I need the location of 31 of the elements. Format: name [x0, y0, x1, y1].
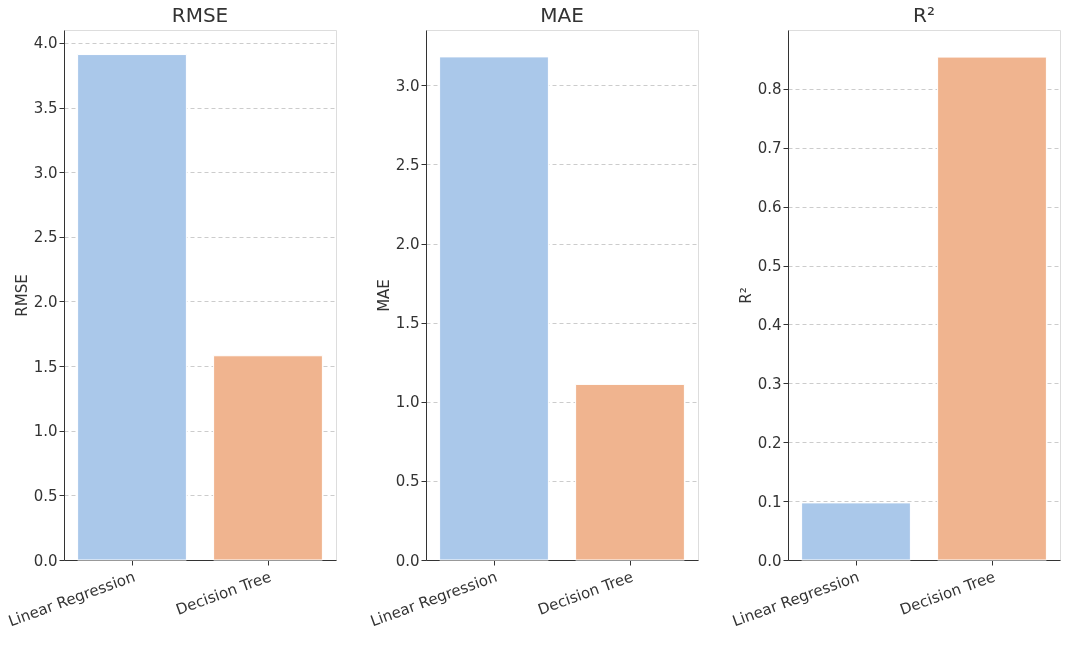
y-tick-label: 2.5 — [395, 155, 420, 174]
y-tick-label: 3.0 — [395, 76, 420, 95]
y-tick-label: 0.8 — [757, 80, 782, 99]
y-axis-title: RMSE — [12, 274, 31, 317]
y-tick-label: 0.1 — [757, 492, 782, 511]
y-tick-label: 0.2 — [757, 433, 782, 452]
y-tick-label: 0.0 — [757, 551, 782, 570]
y-tick-label: 0.3 — [757, 374, 782, 393]
y-axis-title: R² — [736, 287, 755, 304]
chart-title: R² — [913, 3, 935, 27]
y-tick-label: 2.5 — [33, 228, 58, 247]
y-tick-label: 0.5 — [395, 472, 420, 491]
chart-title: MAE — [540, 3, 584, 27]
y-tick-label: 0.6 — [757, 198, 782, 217]
chart-title: RMSE — [171, 3, 229, 27]
y-tick-label: 0.0 — [33, 551, 58, 570]
y-tick-label: 3.5 — [33, 99, 58, 118]
y-tick-label: 0.5 — [33, 486, 58, 505]
y-tick-label: 1.5 — [395, 314, 420, 333]
y-tick-label: 1.0 — [395, 393, 420, 412]
y-tick-label: 0.0 — [395, 551, 420, 570]
y-tick-label: 3.0 — [33, 163, 58, 182]
y-tick-label: 2.0 — [33, 292, 58, 311]
y-axis-title: MAE — [374, 279, 393, 312]
y-tick-label: 0.7 — [757, 139, 782, 158]
y-tick-label: 2.0 — [395, 235, 420, 254]
y-tick-label: 0.4 — [757, 315, 782, 334]
y-tick-label: 4.0 — [33, 34, 58, 53]
y-tick-label: 1.0 — [33, 422, 58, 441]
y-tick-label: 1.5 — [33, 357, 58, 376]
y-tick-label: 0.5 — [757, 257, 782, 276]
